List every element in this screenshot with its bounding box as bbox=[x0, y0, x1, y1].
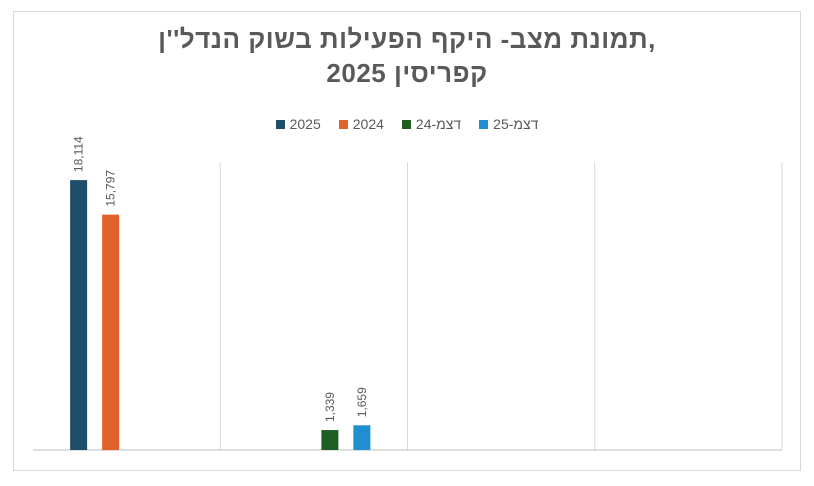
legend-label-dec-24: דצמ-24 bbox=[415, 116, 462, 132]
legend-label-2025: 2025 bbox=[289, 116, 321, 132]
data-label: 18,114 bbox=[72, 136, 86, 172]
legend-swatch-2024 bbox=[338, 119, 348, 129]
bar bbox=[102, 214, 120, 450]
legend-label-2024: 2024 bbox=[352, 116, 384, 132]
legend-swatch-2025 bbox=[275, 119, 285, 129]
bar bbox=[321, 430, 339, 450]
data-label: 1,339 bbox=[323, 392, 337, 422]
bar bbox=[353, 425, 371, 450]
data-label: 1,659 bbox=[355, 387, 369, 417]
legend-swatch-dec-25 bbox=[479, 119, 489, 129]
bar bbox=[70, 180, 88, 451]
legend-item-2025: 2025 bbox=[275, 116, 321, 132]
legend-swatch-dec-24 bbox=[401, 119, 411, 129]
legend-item-dec-24: דצמ-24 bbox=[401, 116, 462, 132]
legend-item-dec-25: דצמ-25 bbox=[479, 116, 538, 132]
chart-title-line-2: קפריסין 2025 bbox=[326, 58, 488, 88]
chart-title-line-1: תמונת מצב- היקף הפעילות בשוק הנדל''ן, bbox=[158, 24, 656, 54]
chart-legend: 2025 2024 דצמ-24 דצמ-25 bbox=[0, 116, 814, 132]
legend-item-2024: 2024 bbox=[338, 116, 384, 132]
chart-title: תמונת מצב- היקף הפעילות בשוק הנדל''ן, קפ… bbox=[0, 22, 814, 90]
legend-label-dec-25: דצמ-25 bbox=[493, 116, 539, 132]
data-label: 15,797 bbox=[104, 170, 118, 207]
